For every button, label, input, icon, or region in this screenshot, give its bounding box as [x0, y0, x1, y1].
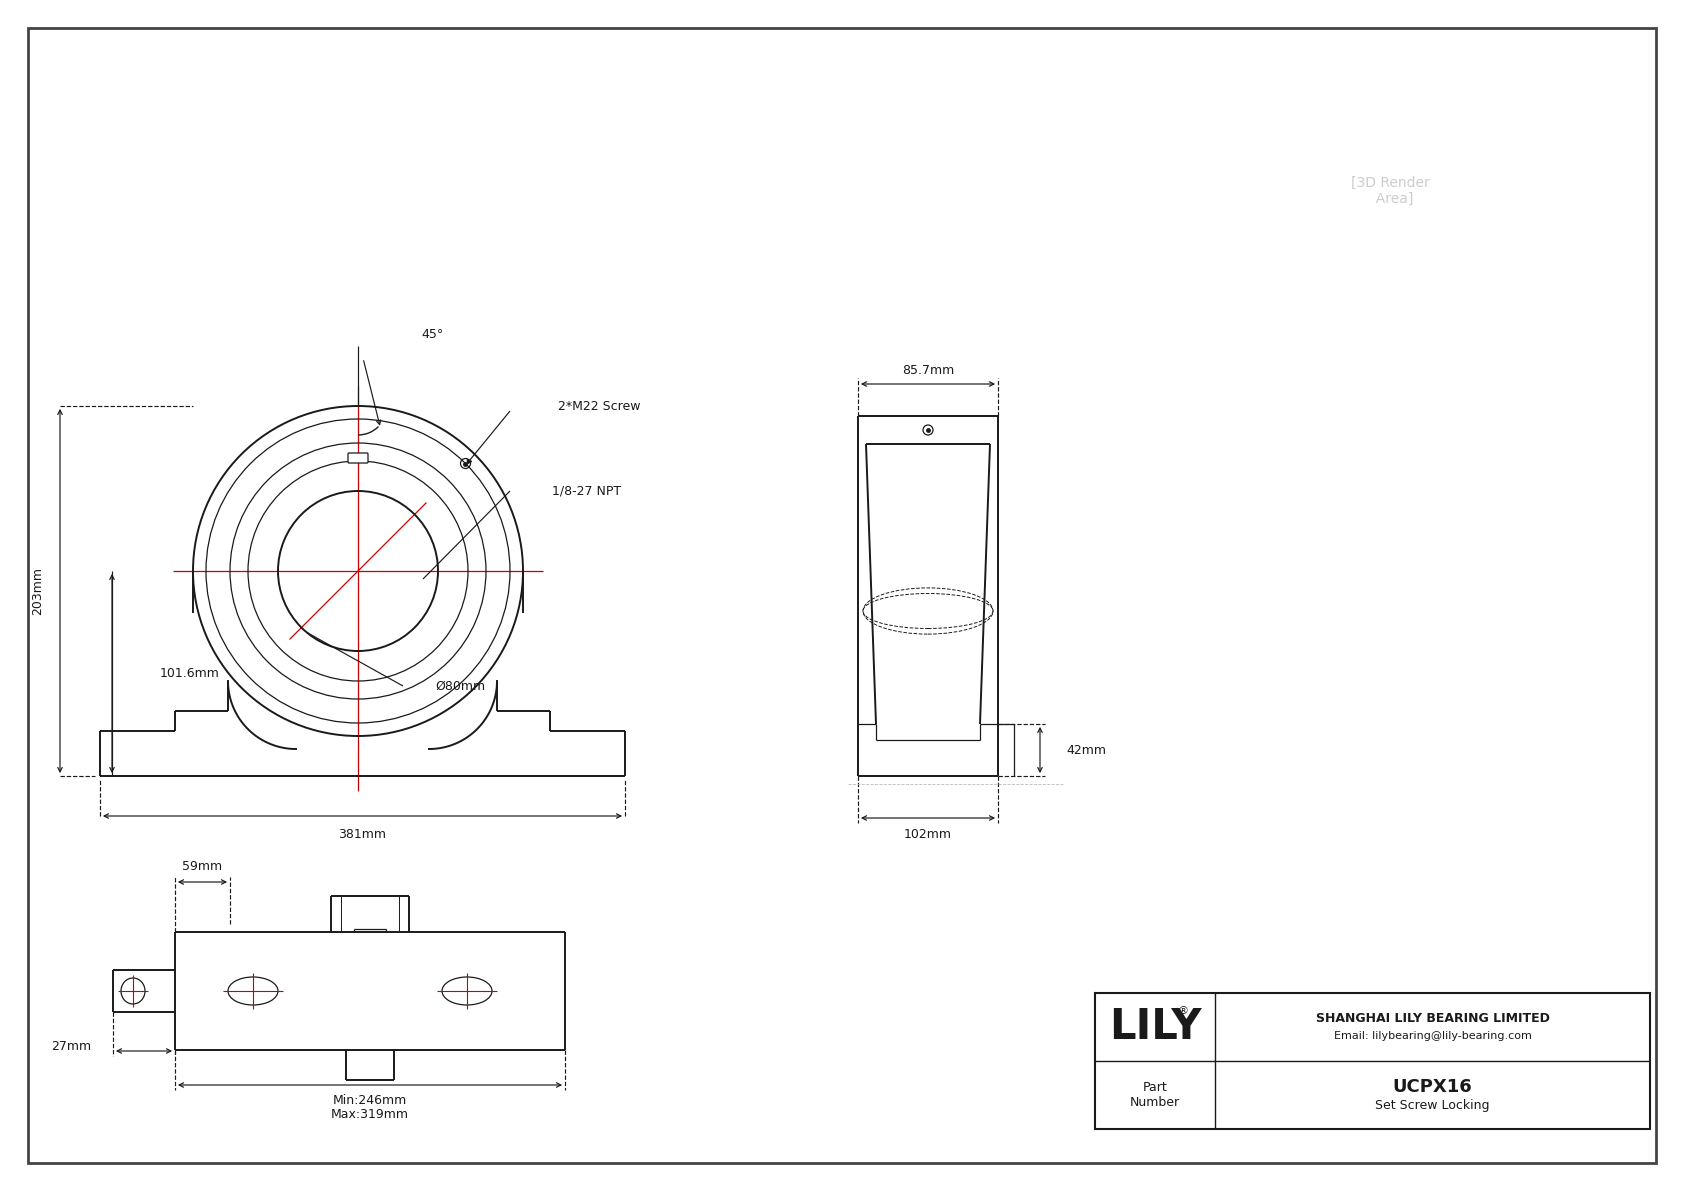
Text: 381mm: 381mm — [338, 828, 387, 841]
Text: ®: ® — [1177, 1006, 1189, 1016]
Text: 85.7mm: 85.7mm — [903, 363, 955, 376]
Text: 102mm: 102mm — [904, 828, 951, 841]
Text: UCPX16: UCPX16 — [1393, 1078, 1472, 1096]
Text: Max:319mm: Max:319mm — [332, 1109, 409, 1122]
Text: [3D Render
  Area]: [3D Render Area] — [1351, 176, 1430, 206]
Text: 45°: 45° — [423, 328, 445, 341]
Text: 42mm: 42mm — [1066, 743, 1106, 756]
Text: Email: lilybearing@lily-bearing.com: Email: lilybearing@lily-bearing.com — [1334, 1031, 1531, 1041]
Text: Ø80mm: Ø80mm — [434, 680, 485, 692]
Text: 101.6mm: 101.6mm — [160, 667, 221, 680]
Text: 1/8-27 NPT: 1/8-27 NPT — [552, 485, 621, 498]
Text: 59mm: 59mm — [182, 861, 222, 873]
Text: 2*M22 Screw: 2*M22 Screw — [557, 399, 640, 412]
Text: LILY: LILY — [1108, 1006, 1201, 1048]
Text: SHANGHAI LILY BEARING LIMITED: SHANGHAI LILY BEARING LIMITED — [1315, 1011, 1549, 1024]
Text: 27mm: 27mm — [51, 1040, 91, 1053]
Text: Part
Number: Part Number — [1130, 1081, 1180, 1109]
Text: Set Screw Locking: Set Screw Locking — [1376, 1098, 1490, 1111]
Text: 203mm: 203mm — [32, 567, 44, 615]
Text: Min:246mm: Min:246mm — [333, 1093, 408, 1106]
FancyBboxPatch shape — [349, 453, 369, 463]
